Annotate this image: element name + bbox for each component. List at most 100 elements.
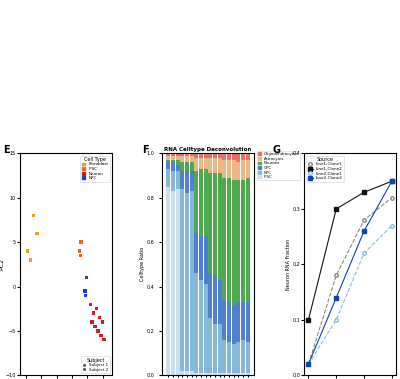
Bar: [166, 156, 170, 160]
Bar: [232, 373, 236, 375]
Bar: [180, 171, 184, 189]
Title: RNA Celltype Deconvolution: RNA Celltype Deconvolution: [164, 147, 252, 152]
Point: [101, 337, 107, 343]
Bar: [232, 344, 236, 373]
Bar: [241, 160, 245, 180]
Bar: [171, 160, 175, 162]
Bar: [194, 153, 198, 158]
Bar: [222, 178, 226, 300]
Point: [82, 292, 89, 298]
Point: [78, 239, 84, 245]
Line2-Clone1: [334, 318, 339, 322]
Bar: [213, 373, 217, 375]
Text: G: G: [272, 145, 280, 155]
Point: [92, 323, 98, 329]
Point: [77, 252, 84, 258]
Bar: [199, 373, 203, 375]
Bar: [232, 153, 236, 160]
Bar: [180, 371, 184, 375]
Line1-Clone2: [362, 190, 366, 194]
Bar: [218, 373, 222, 375]
Bar: [190, 171, 194, 191]
Bar: [218, 324, 222, 373]
Y-axis label: PC2: PC2: [0, 258, 4, 270]
Bar: [166, 162, 170, 169]
Point: [99, 319, 106, 325]
Bar: [227, 373, 231, 375]
Bar: [246, 178, 250, 302]
Line1-Clone2: [390, 179, 394, 183]
Point: [81, 177, 87, 183]
Line2-Clone1: [390, 223, 394, 228]
Bar: [194, 373, 198, 375]
Bar: [199, 280, 203, 373]
Bar: [213, 174, 217, 276]
Legend: Line1-Clone1, Line1-Clone2, Line2-Clone1, Line2-Clone2: Line1-Clone1, Line1-Clone2, Line2-Clone1…: [306, 155, 344, 182]
Point: [90, 310, 96, 316]
Line: Line2-Clone2: Line2-Clone2: [307, 180, 394, 366]
Bar: [241, 302, 245, 340]
Bar: [227, 153, 231, 160]
Bar: [194, 158, 198, 171]
Bar: [180, 153, 184, 156]
Bar: [213, 324, 217, 373]
Bar: [208, 273, 212, 318]
Bar: [241, 153, 245, 160]
Line2-Clone2: [390, 179, 394, 183]
Bar: [190, 156, 194, 162]
Bar: [213, 158, 217, 174]
Bar: [166, 169, 170, 187]
Bar: [246, 153, 250, 160]
Bar: [222, 153, 226, 160]
Bar: [171, 156, 175, 160]
Bar: [241, 180, 245, 302]
Bar: [190, 371, 194, 375]
Bar: [180, 156, 184, 162]
Point: [95, 328, 101, 334]
Bar: [185, 162, 189, 171]
Bar: [204, 169, 208, 235]
Bar: [190, 153, 194, 156]
Bar: [227, 302, 231, 342]
Bar: [199, 153, 203, 158]
Bar: [176, 164, 180, 171]
Bar: [199, 169, 203, 235]
Y-axis label: Neuron RNA Fraction: Neuron RNA Fraction: [286, 239, 291, 290]
Bar: [180, 162, 184, 171]
Point: [76, 248, 83, 254]
Bar: [194, 233, 198, 273]
Point: [82, 288, 88, 294]
Bar: [222, 373, 226, 375]
Legend: Subject 1, Subject 2: Subject 1, Subject 2: [81, 356, 110, 373]
Line2-Clone1: [362, 251, 366, 255]
Line: Line1-Clone1: Line1-Clone1: [307, 196, 394, 366]
Bar: [171, 171, 175, 191]
Bar: [232, 160, 236, 180]
Line2-Clone1: [306, 362, 311, 366]
Bar: [194, 273, 198, 373]
Bar: [185, 171, 189, 193]
Bar: [190, 162, 194, 171]
Bar: [241, 340, 245, 373]
Bar: [204, 158, 208, 169]
Bar: [246, 342, 250, 373]
Legend: Oligodendrocytes, Astrocytes, Neurons, OPC, NPC, iPSC: Oligodendrocytes, Astrocytes, Neurons, O…: [257, 151, 300, 180]
Bar: [232, 180, 236, 307]
Point: [87, 301, 94, 307]
Bar: [208, 153, 212, 158]
Bar: [185, 193, 189, 371]
Bar: [171, 191, 175, 375]
Line: Line1-Clone2: Line1-Clone2: [307, 180, 394, 321]
Bar: [176, 160, 180, 164]
Text: E: E: [4, 145, 10, 155]
Bar: [190, 191, 194, 371]
Bar: [199, 158, 203, 169]
Bar: [204, 235, 208, 284]
Bar: [236, 180, 240, 302]
Bar: [241, 373, 245, 375]
Bar: [166, 153, 170, 156]
Bar: [185, 371, 189, 375]
Bar: [208, 174, 212, 273]
Line1-Clone1: [362, 218, 366, 222]
Point: [89, 319, 95, 325]
